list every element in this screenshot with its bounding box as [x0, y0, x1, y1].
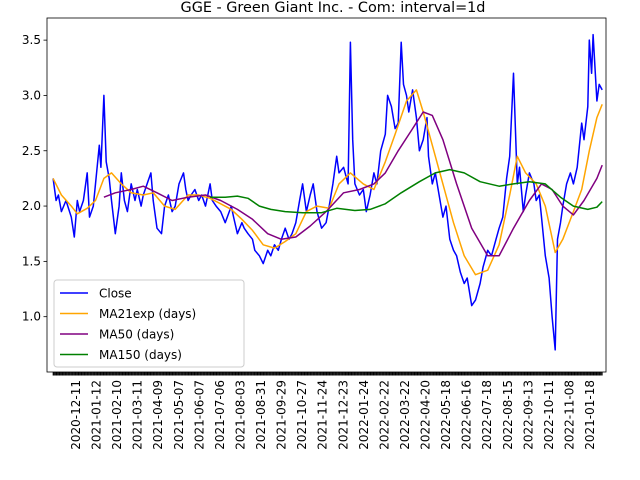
series-line-0: [52, 33, 603, 351]
x-tick-label: 2022-06-16: [460, 380, 474, 450]
legend-label: MA50 (days): [99, 328, 174, 342]
series-line-1: [52, 89, 603, 276]
x-tick-label: 2022-04-20: [419, 380, 433, 450]
x-tick-label: 2020-12-11: [69, 380, 83, 450]
x-tick-label: 2022-02-22: [377, 380, 391, 450]
chart-title: GGE - Green Giant Inc. - Com: interval=1…: [181, 0, 486, 16]
x-tick-label: 2022-09-13: [521, 380, 535, 450]
x-tick-label: 2021-01-12: [90, 380, 104, 450]
legend-label: Close: [99, 287, 132, 301]
x-tick-label: 2022-07-18: [480, 380, 494, 450]
x-tick-label: 2021-11-24: [316, 380, 330, 450]
x-tick-label: 2022-10-11: [542, 380, 556, 450]
y-tick-label: 2.0: [22, 199, 41, 213]
x-tick-label: 2022-11-08: [562, 380, 576, 450]
x-tick-label: 2021-08-03: [233, 380, 247, 450]
legend: Close MA21exp (days) MA50 (days) MA150 (day…: [53, 279, 245, 368]
x-tick-label: 2022-05-18: [439, 380, 453, 450]
x-tick-label: 2022-08-15: [501, 380, 515, 450]
y-tick-label: 3.5: [22, 33, 41, 47]
x-tick-label: 2021-12-23: [336, 380, 350, 450]
y-axis: 1.0 1.5 2.0 2.5 3.0 3.5: [22, 33, 47, 324]
x-tick-label: 2022-01-24: [357, 380, 371, 450]
x-tick-label: 2021-09-29: [275, 380, 289, 450]
x-tick-label: 2022-03-22: [398, 380, 412, 450]
x-tick-label: 2021-08-31: [254, 380, 268, 450]
legend-label: MA21exp (days): [99, 307, 196, 321]
series-line-2: [103, 111, 603, 257]
x-tick-label: 2021-07-06: [213, 380, 227, 450]
x-tick-label: 2021-02-10: [110, 380, 124, 450]
y-tick-label: 1.5: [22, 254, 41, 268]
x-tick-label: 2021-10-27: [295, 380, 309, 450]
x-tick-label: 2021-03-11: [131, 380, 145, 450]
x-axis: 2020-12-11 2021-01-12 2021-02-10 2021-03-11…: [52, 372, 603, 450]
legend-box: [53, 279, 245, 368]
legend-label: MA150 (days): [99, 348, 182, 362]
series-line-3: [210, 168, 603, 214]
x-tick-label: 2021-01-18: [583, 380, 597, 450]
plot-series: [52, 33, 603, 351]
x-tick-label: 2021-05-07: [172, 380, 186, 450]
x-tick-label: 2021-04-09: [151, 380, 165, 450]
y-tick-label: 2.5: [22, 144, 41, 158]
y-tick-label: 1.0: [22, 310, 41, 324]
x-tick-label: 2021-06-07: [192, 380, 206, 450]
y-tick-label: 3.0: [22, 88, 41, 102]
